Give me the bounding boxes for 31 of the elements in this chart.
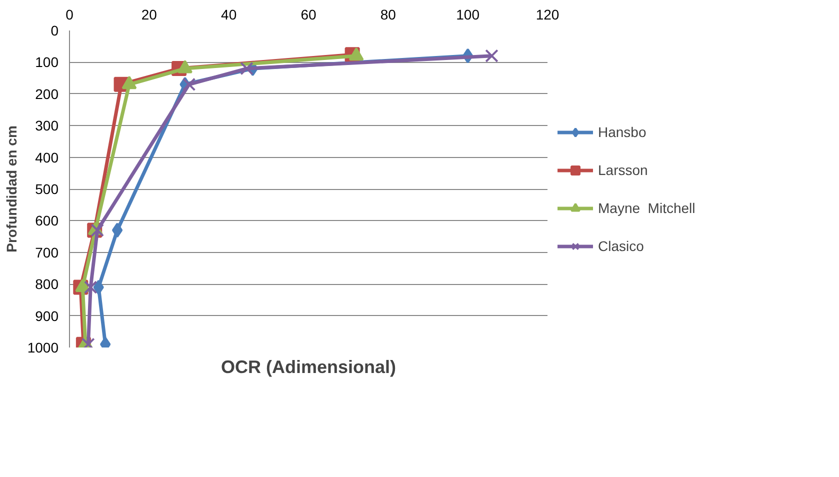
y-tick-label: 500 [35,181,59,197]
point [90,224,104,237]
point [93,280,104,295]
legend-label: Larsson [598,162,648,178]
y-tick-label: 1000 [27,340,59,356]
x-tick-label: 0 [66,6,74,22]
y-axis-title: Profundidad en cm [3,126,20,252]
x-tick-label: 40 [221,6,237,22]
y-tick-label: 300 [35,118,59,134]
x-tick-label: 80 [380,6,396,22]
point [182,78,196,92]
y-tick-label: 800 [35,276,59,292]
legend-label: Hansbo [598,124,646,140]
y-tick-label: 100 [35,54,59,70]
legend-label: Clasico [598,238,644,254]
x-tick-label: 120 [536,6,560,22]
y-tick-label: 0 [50,22,59,38]
x-tick-label: 20 [141,6,158,22]
x-axis-title: OCR (Adimensional) [220,357,396,377]
point [84,280,98,294]
y-tick-label: 700 [35,244,59,260]
y-tick-label: 900 [35,308,59,324]
x-tick-label: 60 [300,6,316,22]
y-tick-label: 200 [35,86,59,102]
x-tick-label: 100 [456,6,480,22]
point [112,222,123,238]
point [240,62,254,76]
legend-label: Mayne Mitchell [598,200,696,216]
point [485,49,498,63]
y-tick-label: 400 [35,149,59,166]
y-tick-label: 600 [35,212,59,229]
